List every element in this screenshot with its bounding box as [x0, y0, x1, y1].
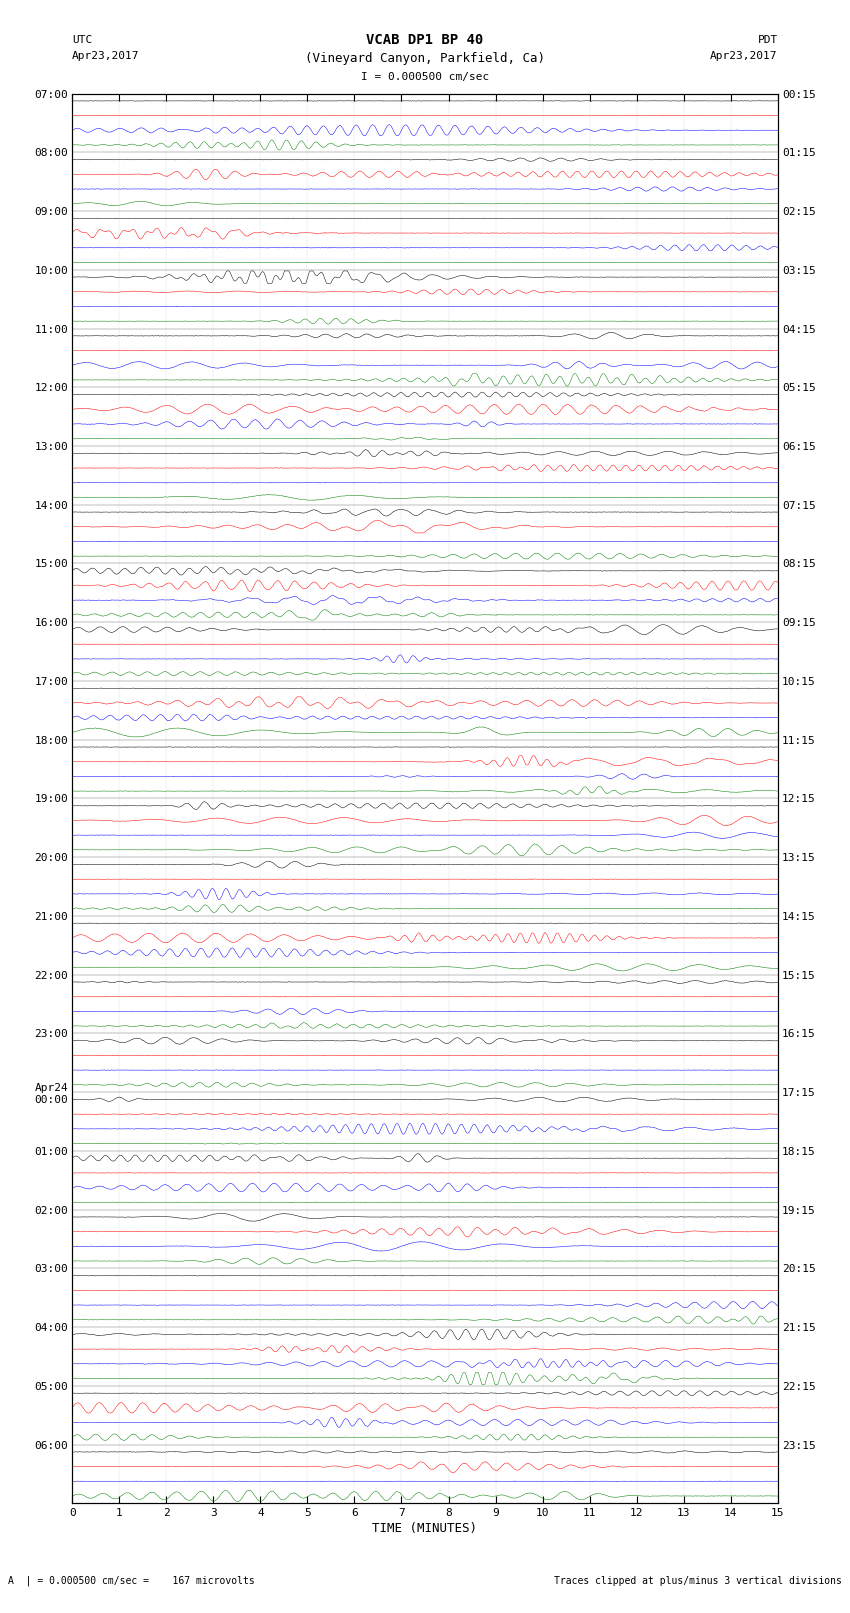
- Text: VCAB DP1 BP 40: VCAB DP1 BP 40: [366, 34, 484, 47]
- Text: A  | = 0.000500 cm/sec =    167 microvolts: A | = 0.000500 cm/sec = 167 microvolts: [8, 1576, 255, 1586]
- Text: Apr23,2017: Apr23,2017: [711, 52, 778, 61]
- Text: Apr23,2017: Apr23,2017: [72, 52, 139, 61]
- Text: PDT: PDT: [757, 35, 778, 45]
- Text: I = 0.000500 cm/sec: I = 0.000500 cm/sec: [361, 73, 489, 82]
- Text: UTC: UTC: [72, 35, 93, 45]
- X-axis label: TIME (MINUTES): TIME (MINUTES): [372, 1523, 478, 1536]
- Text: Traces clipped at plus/minus 3 vertical divisions: Traces clipped at plus/minus 3 vertical …: [553, 1576, 842, 1586]
- Text: (Vineyard Canyon, Parkfield, Ca): (Vineyard Canyon, Parkfield, Ca): [305, 52, 545, 65]
